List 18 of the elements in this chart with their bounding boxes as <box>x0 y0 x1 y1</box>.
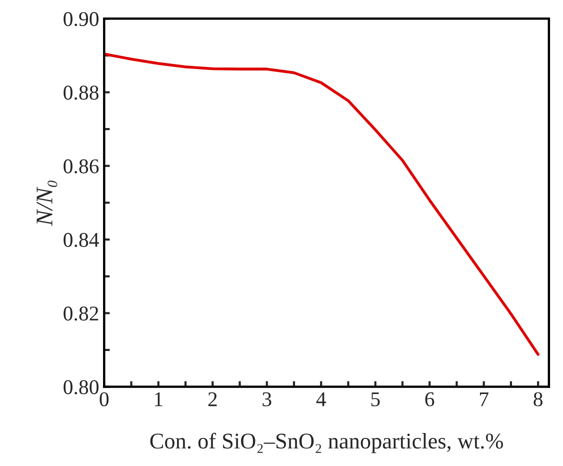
y-axis-title: N/N₀ <box>36 180 58 226</box>
x-tick-label: 2 <box>208 392 217 406</box>
x-tick-label: 6 <box>425 392 434 406</box>
y-tick-label: 0.88 <box>64 86 98 100</box>
y-tick-label: 0.86 <box>64 159 99 174</box>
x-tick-label: 8 <box>534 392 542 406</box>
y-tick-label: 0.90 <box>64 12 98 26</box>
x-tick-label: 4 <box>316 392 326 406</box>
y-tick-label: 0.84 <box>64 232 99 248</box>
y-tick-label: 0.80 <box>64 380 98 394</box>
x-axis-title: Con. of SiO₂–SnO₂ nanoparticles, wt.% <box>150 432 503 454</box>
x-tick-label: 1 <box>155 392 162 406</box>
x-tick-label: 3 <box>262 392 272 406</box>
x-tick-label: 5 <box>371 392 380 406</box>
line-series <box>104 52 540 356</box>
x-tick-label: 0 <box>100 392 109 406</box>
x-tick-label: 7 <box>480 392 488 406</box>
y-tick-label: 0.82 <box>64 306 98 321</box>
